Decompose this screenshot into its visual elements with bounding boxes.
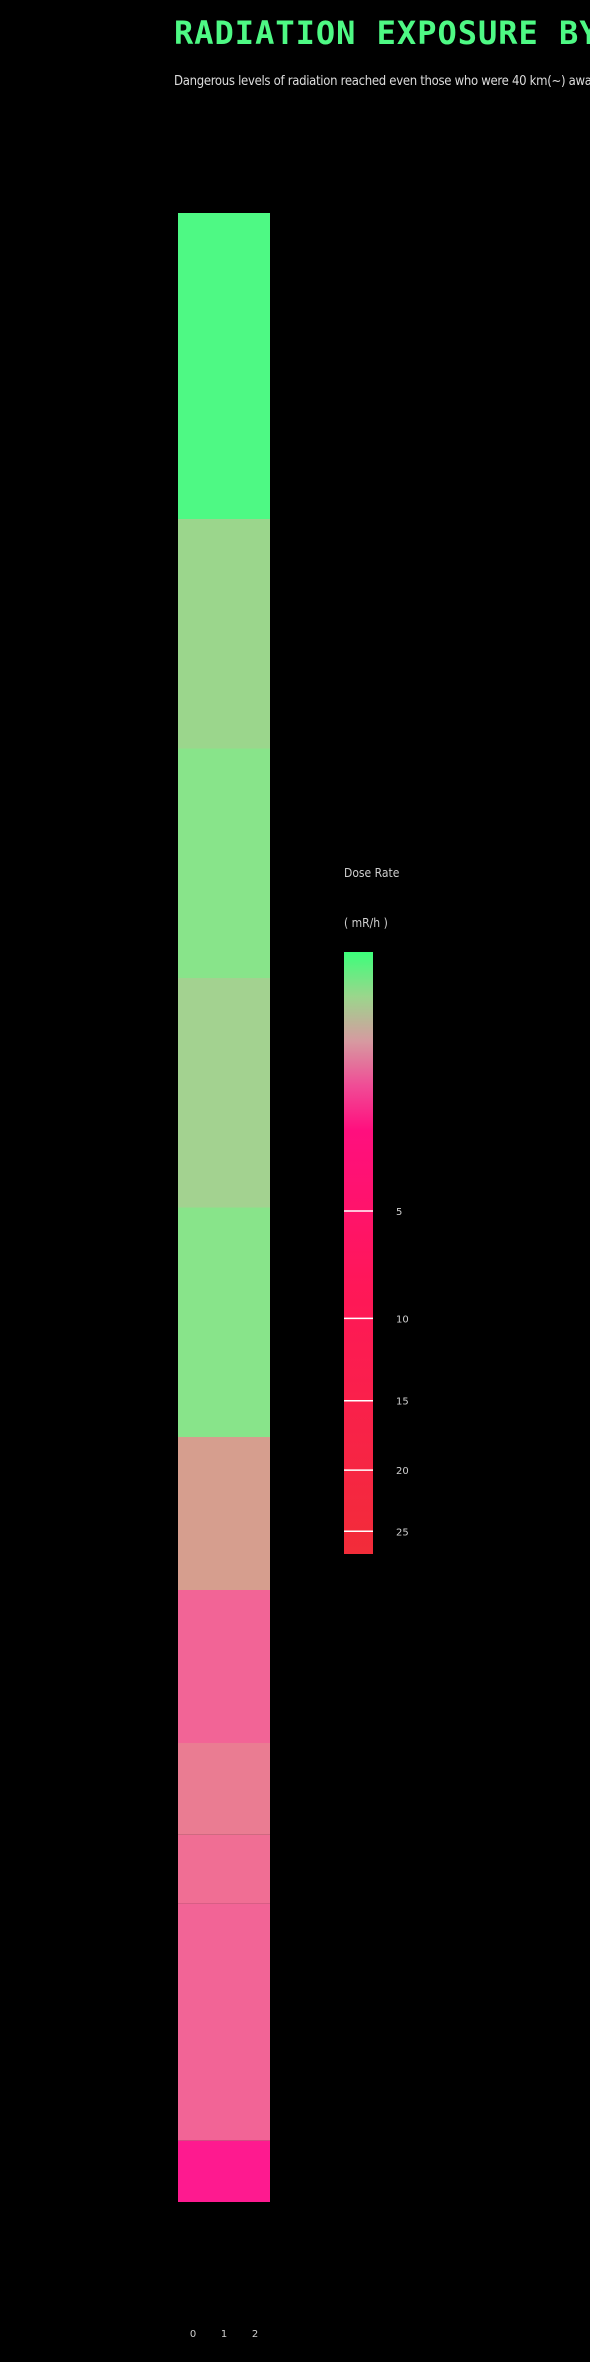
bar-segment-5	[178, 1207, 270, 1437]
legend-title: Dose Rate	[344, 866, 400, 880]
bar-segment-7	[178, 1590, 270, 1743]
x-tick-label: 1	[221, 2329, 227, 2340]
bar-segment-11	[178, 2140, 270, 2202]
legend-unit: ( mR/h )	[344, 916, 388, 930]
bar-segment-10	[178, 1903, 270, 2141]
legend-color-bar	[344, 952, 373, 1554]
legend-tick-label: 25	[396, 1527, 409, 1538]
chart-title: RADIATION EXPOSURE BY PR	[174, 14, 590, 52]
chart-subtitle: Dangerous levels of radiation reached ev…	[174, 74, 590, 89]
bar-segment-8	[178, 1743, 270, 1835]
x-axis: 0 1 2	[190, 2329, 258, 2340]
bar-segment-9	[178, 1834, 270, 1904]
legend-tick-label: 5	[396, 1207, 402, 1218]
legend-tick-label: 20	[396, 1466, 409, 1477]
bar-segment-4	[178, 978, 270, 1208]
bar-segment-1	[178, 213, 270, 519]
color-legend: 5 10 15 20 25	[344, 952, 409, 1554]
bar-segment-2	[178, 519, 270, 749]
bar-segment-6	[178, 1437, 270, 1590]
legend-tick-label: 10	[396, 1314, 409, 1325]
x-tick-label: 2	[252, 2329, 258, 2340]
bar-segment-3	[178, 748, 270, 978]
stacked-bar	[178, 213, 270, 2202]
legend-tick-label: 15	[396, 1397, 409, 1408]
x-tick-label: 0	[190, 2329, 196, 2340]
